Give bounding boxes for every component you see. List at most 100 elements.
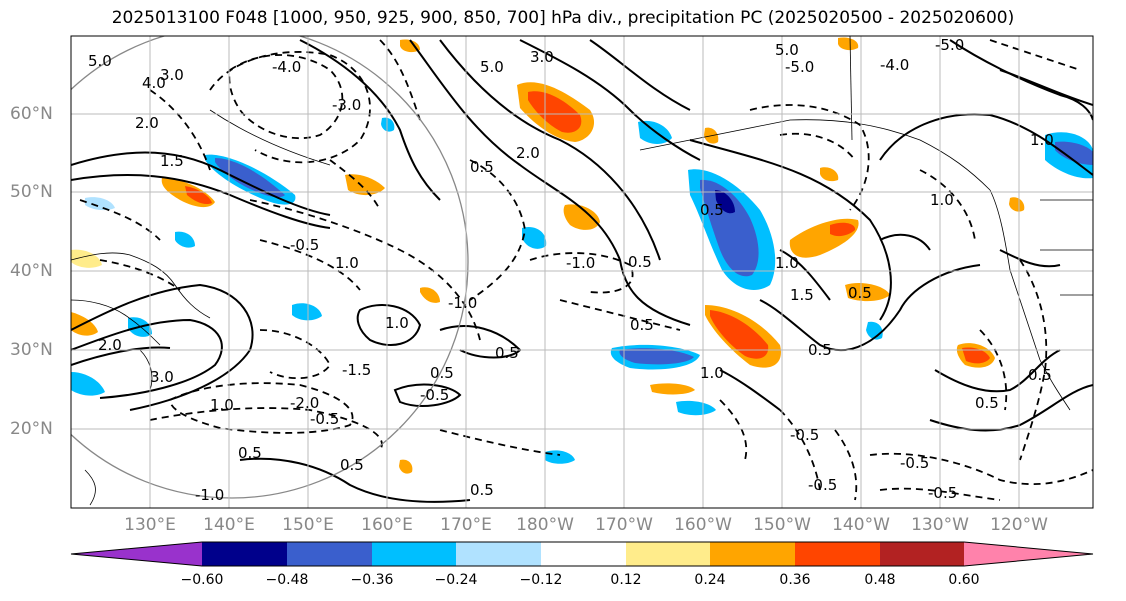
colorbar-bin — [456, 542, 541, 566]
contour-label: 1.0 — [930, 191, 954, 209]
precip-negative-area — [215, 158, 285, 198]
contour-label: -0.5 — [310, 410, 339, 428]
contour-label: 0.5 — [495, 344, 519, 362]
contour-label: -2.0 — [290, 394, 319, 412]
contour-label: 5.0 — [775, 41, 799, 59]
lat-label: 50°N — [10, 182, 53, 202]
colorbar-bin — [287, 542, 372, 566]
contour-label: 5.0 — [88, 52, 112, 70]
contour-label: 0.5 — [1028, 366, 1052, 384]
precip-positive-area — [400, 39, 420, 53]
precip-positive-area — [962, 347, 990, 364]
lat-label: 60°N — [10, 104, 53, 124]
colorbar-bin — [795, 542, 880, 566]
contour-label: 5.0 — [480, 58, 504, 76]
contour-label: 4.0 — [142, 74, 166, 92]
contour-label: 0.5 — [700, 201, 724, 219]
contour-label: -1.0 — [195, 486, 224, 504]
contour-label: -0.5 — [928, 484, 957, 502]
lon-label: 120°W — [990, 515, 1048, 535]
colorbar-bin — [541, 542, 626, 566]
range-circle — [71, 36, 469, 499]
precip-positive-area — [563, 204, 600, 230]
precip-negative-area — [85, 197, 115, 211]
contour-label: 1.0 — [700, 364, 724, 382]
precip-positive-area — [420, 287, 440, 303]
contour-label: -4.0 — [880, 56, 909, 74]
map-plot-area: 5.0 4.0 3.0 2.0 1.5 1.0 -0.5 -4.0 -3.0 5… — [71, 36, 1093, 508]
precip-positive-area — [71, 249, 102, 268]
precip-negative-area — [522, 226, 547, 249]
contour-label: 3.0 — [530, 48, 554, 66]
lon-label: 140°E — [203, 515, 255, 535]
precip-positive-area — [1009, 197, 1025, 212]
contour-label: -1.5 — [342, 361, 371, 379]
contour-label: 0.5 — [630, 316, 654, 334]
contour-label: 1.5 — [160, 152, 184, 170]
precip-negative-area — [676, 400, 716, 416]
contour-value-labels: 5.0 4.0 3.0 2.0 1.5 1.0 -0.5 -4.0 -3.0 5… — [88, 36, 1054, 504]
lon-label: 170°W — [595, 515, 653, 535]
precip-positive-area — [710, 310, 769, 359]
contour-label: -0.5 — [290, 236, 319, 254]
contour-label: -0.5 — [900, 454, 929, 472]
colorbar-bin — [880, 542, 964, 566]
lat-label: 20°N — [10, 419, 53, 439]
contour-label: 1.0 — [1030, 131, 1054, 149]
colorbar-bin — [626, 542, 710, 566]
precip-positive-area — [345, 174, 385, 196]
lon-label: 170°E — [440, 515, 492, 535]
colorbar-tick-label: 0.24 — [694, 572, 726, 588]
precip-positive-area — [185, 186, 212, 205]
contour-label: 2.0 — [98, 336, 122, 354]
precip-negative-area — [292, 303, 322, 321]
contour-label: -0.5 — [808, 476, 837, 494]
colorbar-bin — [202, 542, 287, 566]
contour-label: 0.5 — [430, 364, 454, 382]
colorbar-tick-label: −0.24 — [434, 572, 478, 588]
contour-label: 1.0 — [210, 396, 234, 414]
contour-label: 1.0 — [385, 314, 409, 332]
contour-label: 3.0 — [150, 368, 174, 386]
colorbar-tick-label: −0.60 — [180, 572, 224, 588]
contour-label: 0.5 — [808, 341, 832, 359]
contour-label: 0.5 — [628, 253, 652, 271]
map-frame — [70, 35, 1094, 509]
lon-label: 160°E — [361, 515, 413, 535]
contour-label: 2.0 — [516, 144, 540, 162]
colorbar-tick-label: −0.36 — [350, 572, 394, 588]
precip-negative-area — [175, 231, 195, 248]
precip-negative-area — [619, 348, 694, 365]
precip-negative-area — [545, 450, 575, 464]
contour-label: 0.5 — [470, 481, 494, 499]
contour-label: -3.0 — [332, 96, 361, 114]
precip-negative-area — [700, 179, 759, 277]
lat-label: 40°N — [10, 261, 53, 281]
lon-label: 160°W — [674, 515, 732, 535]
colorbar-tick-label: 0.48 — [864, 572, 896, 588]
contour-label: -1.0 — [448, 294, 477, 312]
colorbar-outline — [70, 541, 1094, 567]
contour-label: 0.5 — [238, 444, 262, 462]
colorbar-tick-label: −0.48 — [265, 572, 309, 588]
colorbar-tick-label: 0.36 — [779, 572, 811, 588]
colorbar-tick-label: −0.12 — [519, 572, 563, 588]
contour-label: -0.5 — [790, 426, 819, 444]
colorbar — [70, 541, 1094, 567]
precip-positive-area — [820, 167, 839, 182]
lon-label: 130°W — [911, 515, 969, 535]
lon-label: 150°E — [282, 515, 334, 535]
precip-negative-area — [715, 190, 735, 214]
contour-label: -5.0 — [785, 58, 814, 76]
contour-label: 2.0 — [135, 114, 159, 132]
precip-positive-area — [845, 283, 890, 302]
contour-label: 1.5 — [790, 286, 814, 304]
precip-negative-area — [71, 372, 105, 396]
contour-label: 0.5 — [470, 158, 494, 176]
coastlines — [71, 36, 1093, 506]
map-title: 2025013100 F048 [1000, 950, 925, 900, 85… — [111, 8, 1015, 28]
lon-label: 140°W — [832, 515, 890, 535]
lon-label: 150°W — [753, 515, 811, 535]
contour-label: 3.0 — [160, 66, 184, 84]
